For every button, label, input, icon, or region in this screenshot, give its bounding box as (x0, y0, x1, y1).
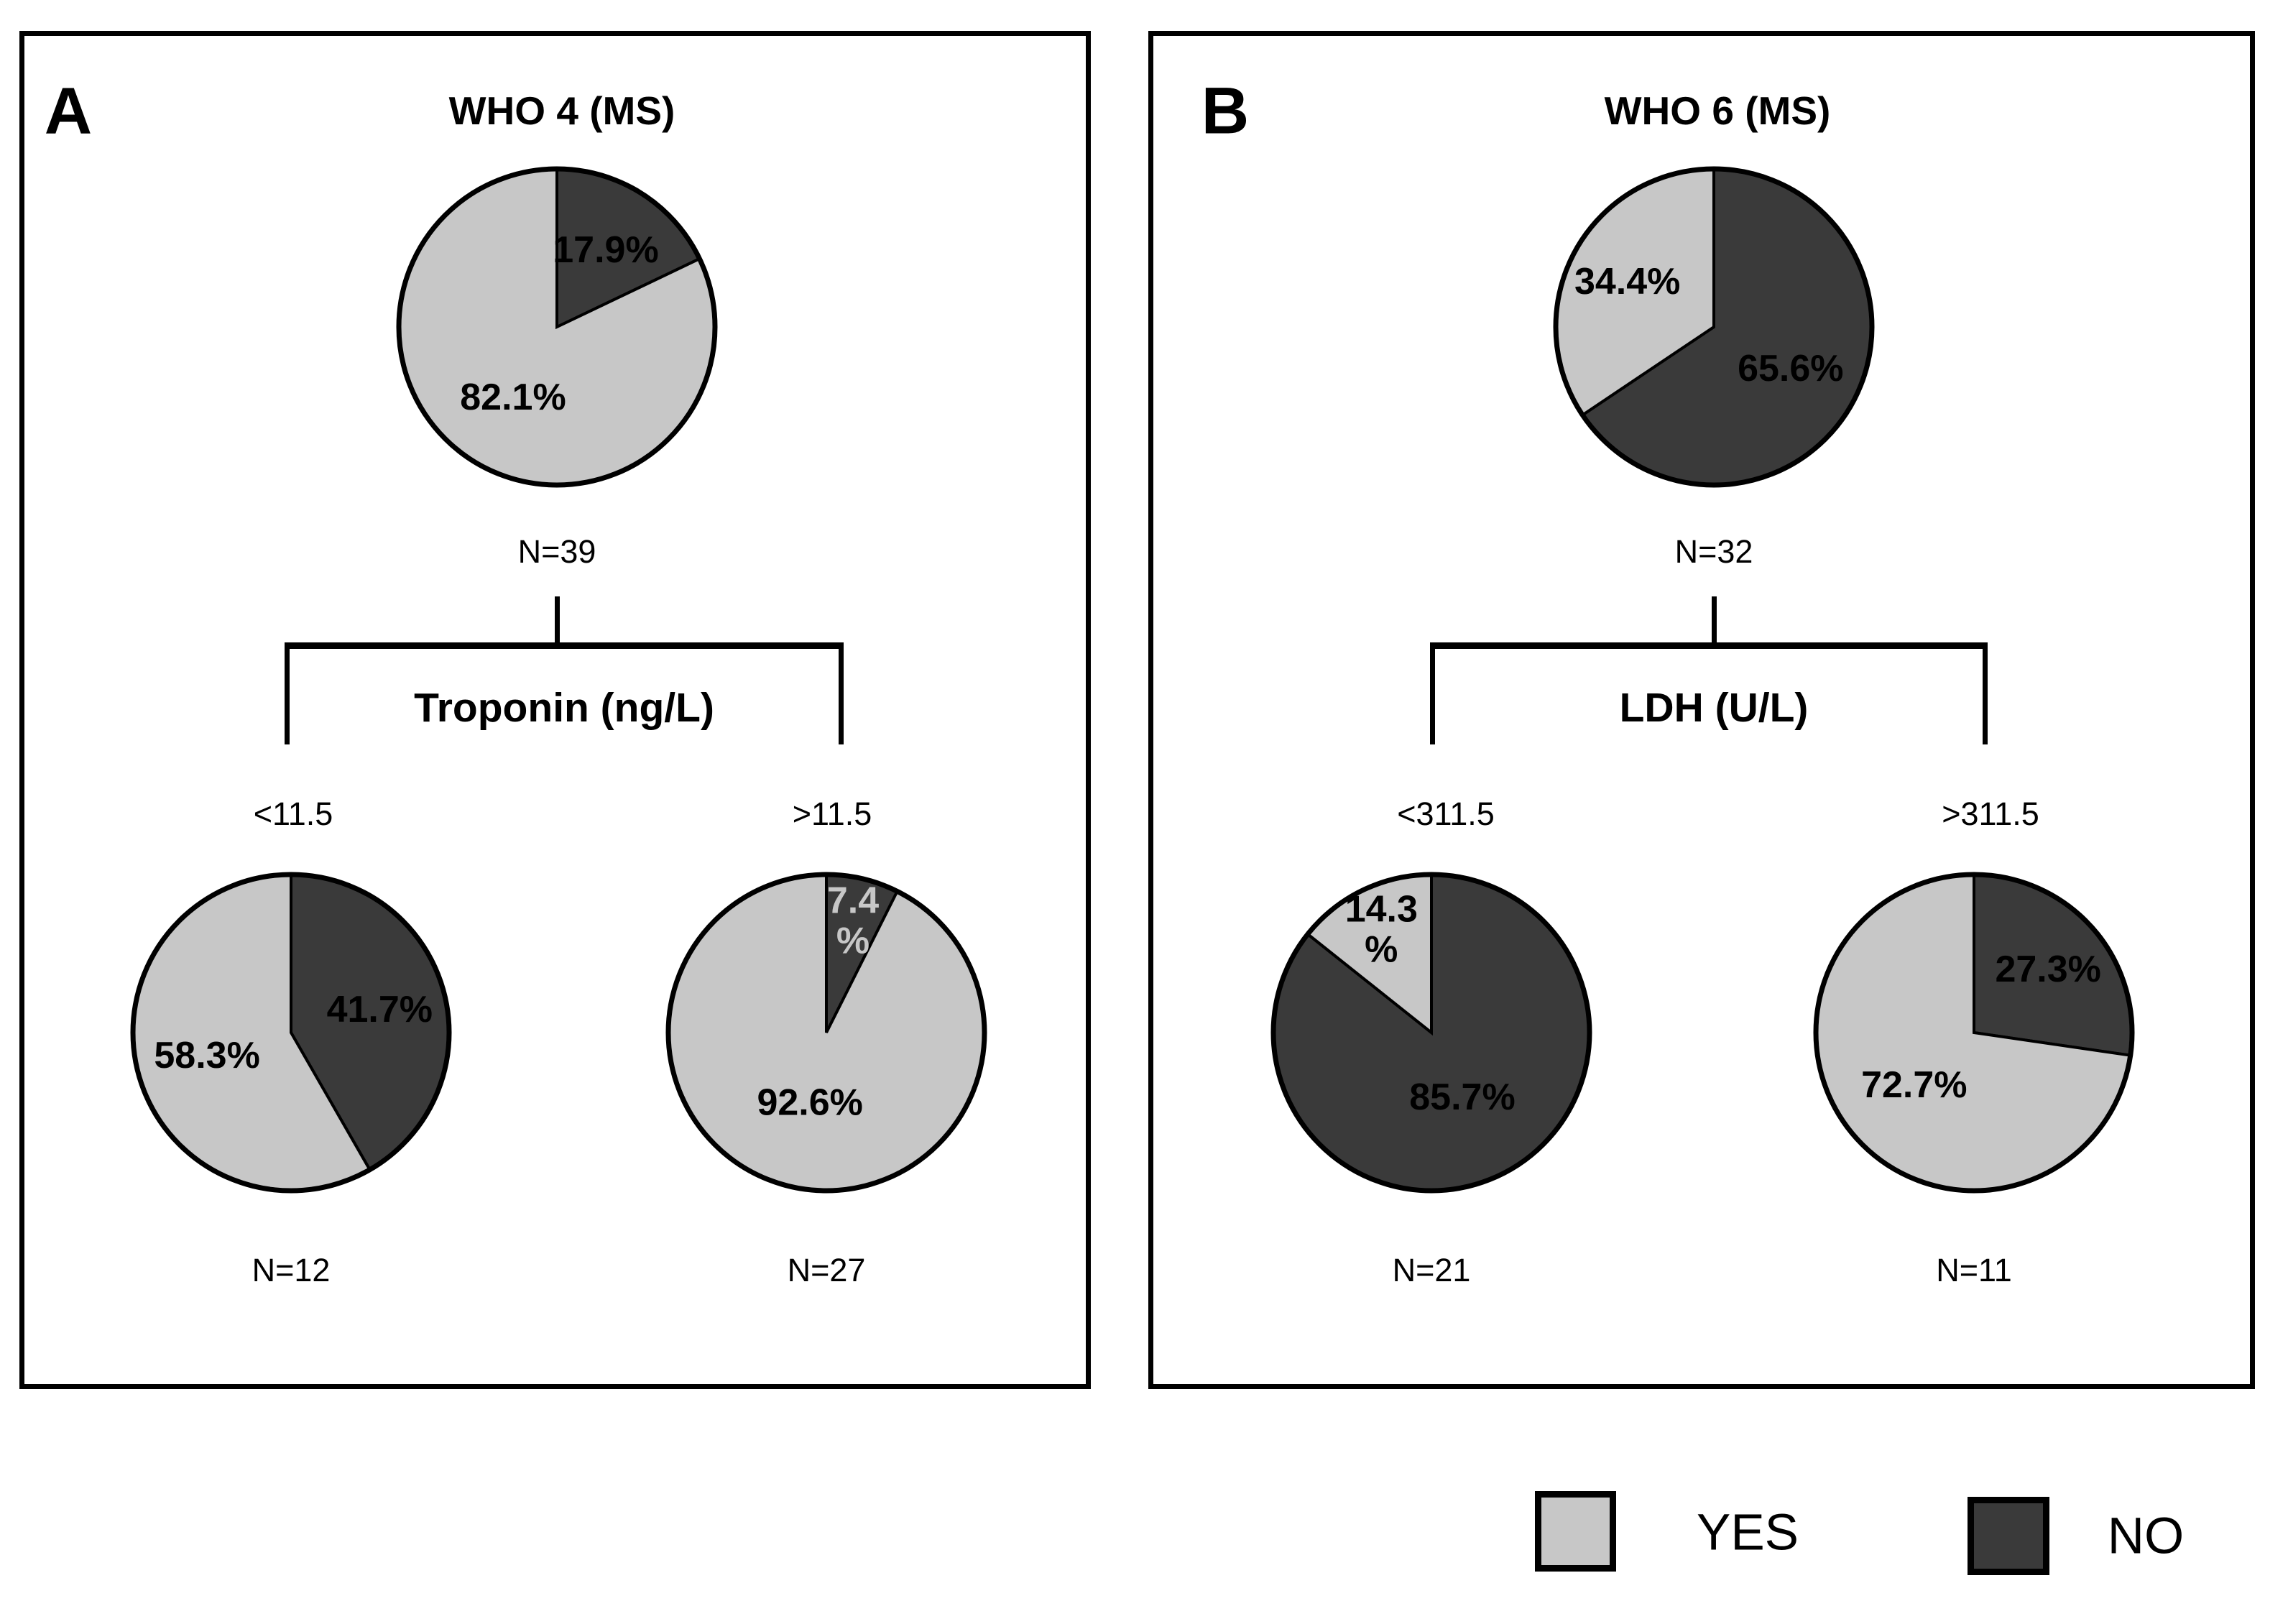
pie-slice-label: 58.3% (154, 1035, 259, 1076)
pie-chart-a-left: 41.7% 58.3% (129, 870, 453, 1195)
pie-chart-b-right: 27.3% 72.7% (1812, 870, 2136, 1195)
panel-a-root-n: N=39 (517, 533, 596, 570)
pie-outline (1553, 166, 1875, 488)
panel-a-split-variable: Troponin (ng/L) (414, 685, 714, 731)
legend-no-label: NO (2107, 1508, 2185, 1565)
pie-slice-label: 34.4% (1574, 261, 1680, 303)
pie-slice-label: 72.7% (1861, 1064, 1967, 1106)
panel-b-split-variable: LDH (U/L) (1619, 685, 1809, 731)
panel-a-letter: A (44, 74, 93, 148)
pie-outline (665, 872, 987, 1194)
tree-a-drop-left (285, 642, 290, 744)
pie-slice-label: 92.6% (757, 1081, 862, 1123)
pie-outline (130, 872, 452, 1194)
tree-b-drop-right (1983, 642, 1988, 744)
pie-slice-label: 65.6% (1738, 348, 1843, 389)
pie-slice-label: 85.7% (1409, 1076, 1515, 1118)
panel-a-branch-left-n: N=12 (252, 1252, 331, 1288)
tree-b-bar (1430, 642, 1988, 649)
panel-a-branch-right-n: N=27 (787, 1252, 866, 1288)
panel-b-letter: B (1201, 74, 1250, 148)
pie-slice-label: 41.7% (327, 989, 433, 1030)
pie-outline (1813, 872, 2135, 1194)
panel-b-branch-left-n: N=21 (1392, 1252, 1471, 1288)
pie-slice-label: 7.4% (827, 880, 879, 962)
pie-slice-label: 27.3% (1995, 949, 2100, 990)
pie-chart-a-right: 7.4% 92.6% (664, 870, 989, 1195)
panel-a-branch-right-condition: >11.5 (792, 795, 872, 832)
panel-b-title: WHO 6 (MS) (1604, 88, 1831, 133)
panel-b-branch-right-n: N=11 (1936, 1252, 2012, 1288)
pie-chart-a-root: 17.9% 82.1% (395, 165, 719, 489)
panel-a-branch-left-condition: <11.5 (253, 795, 333, 832)
legend-no-swatch (1968, 1497, 2049, 1575)
panel-b-branch-left-condition: <311.5 (1397, 795, 1495, 832)
pie-slice-label: 82.1% (460, 377, 566, 418)
legend-yes-label: YES (1696, 1504, 1799, 1561)
tree-a-stem (555, 596, 560, 645)
pie-chart-b-root: 65.6% 34.4% (1551, 165, 1876, 489)
pie-outline (396, 166, 718, 488)
tree-a-drop-right (839, 642, 844, 744)
tree-b-drop-left (1430, 642, 1435, 744)
panel-a-title: WHO 4 (MS) (448, 88, 675, 133)
tree-b-stem (1712, 596, 1717, 645)
pie-slice-label: 17.9% (553, 229, 658, 271)
legend-yes-swatch (1535, 1491, 1616, 1572)
pie-outline (1270, 872, 1592, 1194)
pie-chart-b-left: 85.7% 14.3% (1269, 870, 1594, 1195)
pie-slice-label: 14.3% (1345, 888, 1418, 970)
panel-b-root-n: N=32 (1674, 533, 1753, 570)
tree-a-bar (285, 642, 844, 649)
panel-b-branch-right-condition: >311.5 (1942, 795, 2039, 832)
